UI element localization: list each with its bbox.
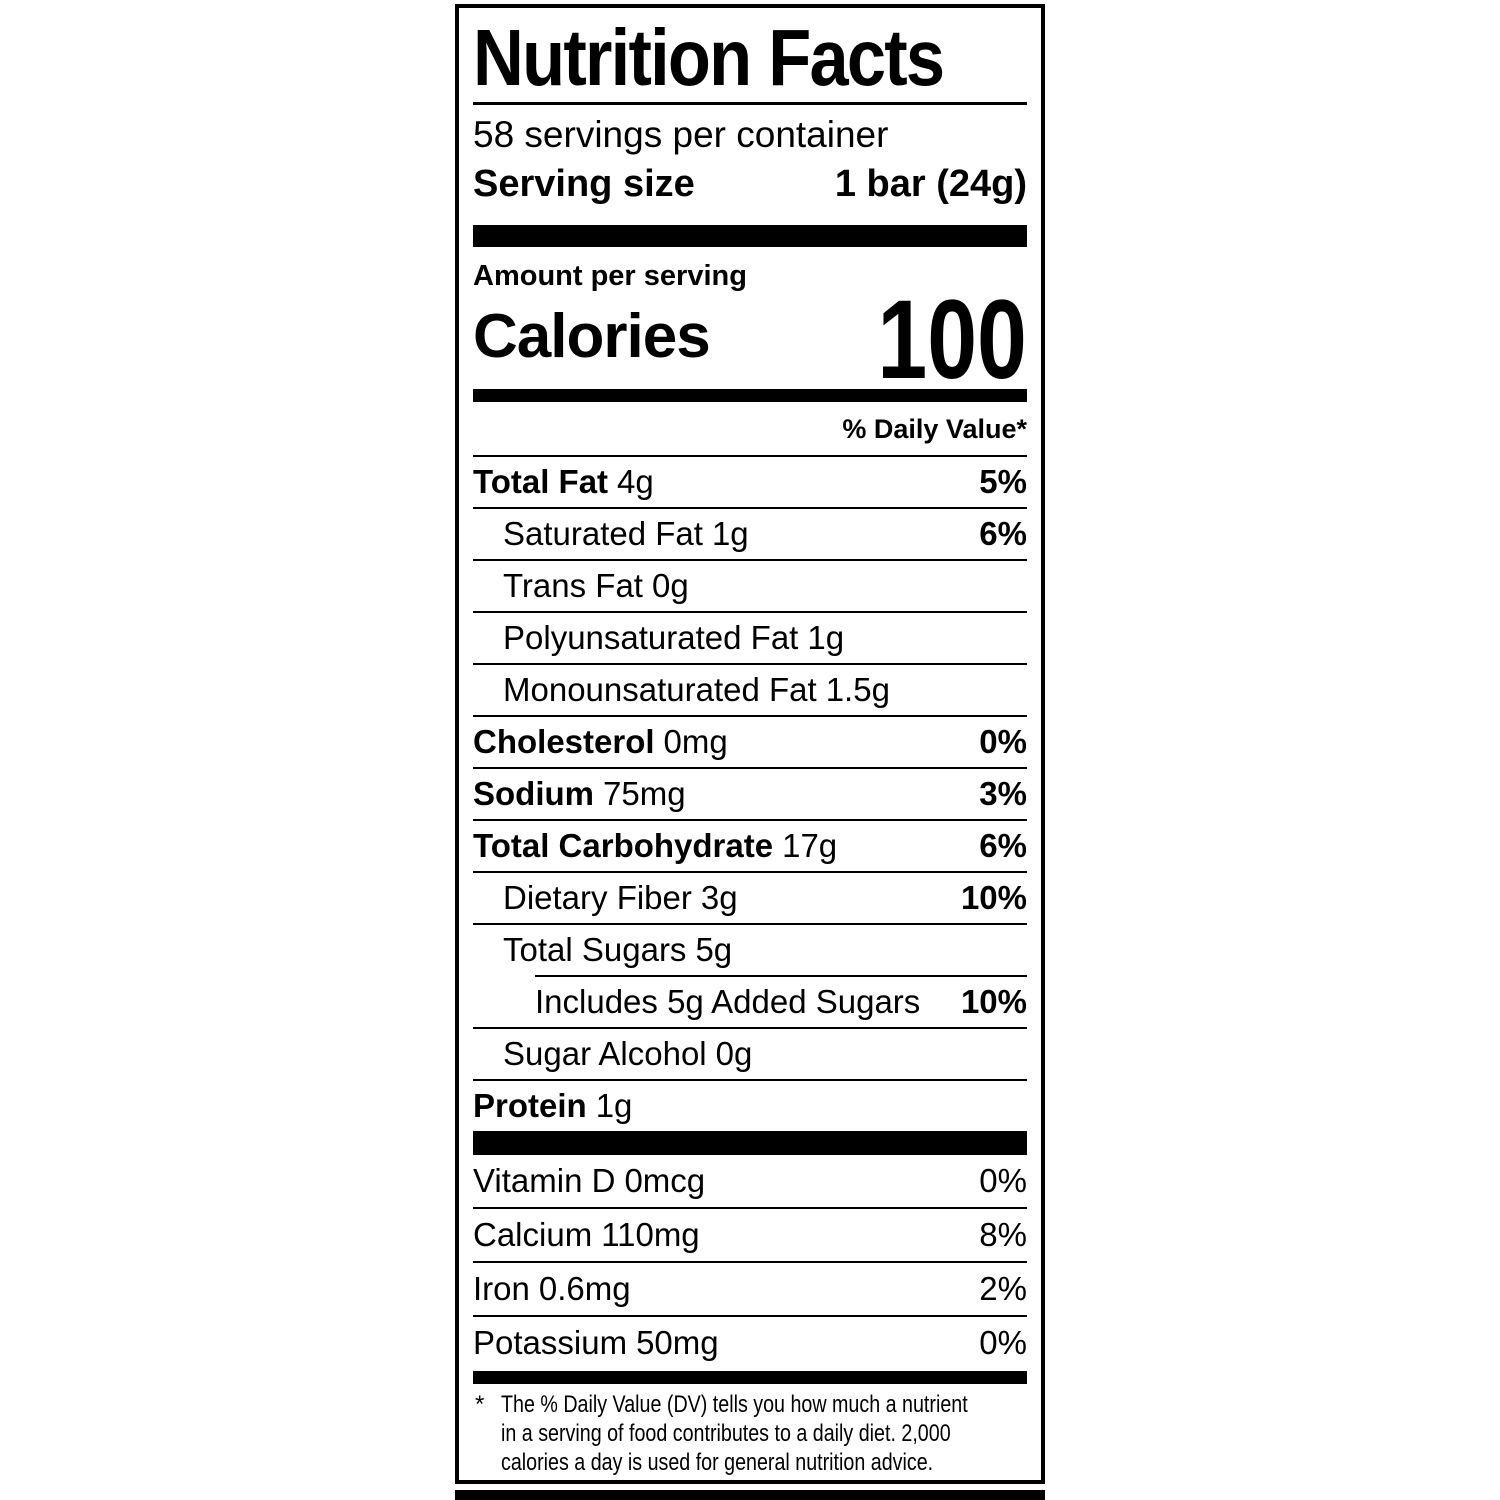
servings-per-container: 58 servings per container	[473, 114, 889, 155]
vitamin-row-vitamin-d: Vitamin D 0mcg 0%	[473, 1155, 1027, 1207]
vitamin-row-potassium: Potassium 50mg 0%	[473, 1315, 1027, 1369]
vitamin-amount: 0.6mg	[538, 1270, 631, 1307]
vitamin-dv: 2%	[979, 1270, 1027, 1307]
nutrient-row-sugar-alcohol: Sugar Alcohol 0g	[473, 1027, 1027, 1079]
nutrient-amount: 1g	[711, 515, 749, 552]
nutrient-row-dietary-fiber: Dietary Fiber 3g 10%	[473, 871, 1027, 923]
footnote-marker: *	[475, 1391, 485, 1418]
serving-size-value: 1 bar (24g)	[834, 163, 1027, 205]
nutrient-dv: 6%	[979, 827, 1027, 864]
vitamin-amount: 110mg	[601, 1216, 700, 1253]
nutrient-name: Includes 5g Added Sugars	[535, 983, 921, 1020]
nutrient-name: Dietary Fiber	[503, 879, 692, 916]
nutrient-name: Protein	[473, 1087, 587, 1124]
vitamin-name: Calcium	[473, 1216, 593, 1253]
vitamin-name: Iron	[473, 1270, 530, 1307]
nutrient-row-cholesterol: Cholesterol 0mg 0%	[473, 715, 1027, 767]
footnote-line-2: in a serving of food contributes to a da…	[501, 1420, 951, 1447]
nutrient-row-monounsaturated-fat: Monounsaturated Fat 1.5g	[473, 663, 1027, 715]
nutrient-amount: 0g	[651, 567, 689, 604]
package-edge-band	[455, 1490, 1045, 1500]
nutrient-name: Total Fat	[473, 463, 609, 500]
footnote-line-1: The % Daily Value (DV) tells you how muc…	[501, 1391, 968, 1418]
nutrient-row-total-sugars: Total Sugars 5g	[473, 923, 1027, 975]
serving-size-row: Serving size 1 bar (24g)	[473, 161, 1027, 207]
nutrient-amount: 1.5g	[825, 671, 890, 708]
nutrient-dv: 10%	[960, 879, 1027, 916]
nutrient-name: Sodium	[473, 775, 594, 812]
nutrient-name: Sugar Alcohol	[503, 1035, 707, 1072]
nutrient-amount: 1g	[595, 1087, 633, 1124]
nutrient-name: Saturated Fat	[503, 515, 703, 552]
nutrient-amount: 4g	[617, 463, 654, 500]
calories-label: Calories	[473, 302, 711, 371]
nutrition-facts-label: Nutrition Facts 58 servings per containe…	[455, 4, 1045, 1484]
vitamin-name: Vitamin D	[473, 1162, 616, 1199]
nutrient-row-total-carbohydrate: Total Carbohydrate 17g 6%	[473, 819, 1027, 871]
nutrient-name: Monounsaturated Fat	[503, 671, 817, 708]
nutrient-name: Total Sugars	[503, 931, 687, 968]
calories-row: Calories 100	[473, 277, 1028, 402]
calories-value: 100	[877, 277, 1028, 402]
nutrient-name: Total Carbohydrate	[473, 827, 774, 864]
nutrient-rows: Total Fat 4g 5% Saturated Fat 1g 6% Trans …	[473, 455, 1027, 1131]
nutrient-amount: 5g	[695, 931, 733, 968]
thick-divider-bar	[473, 225, 1027, 247]
vitamin-rows: Vitamin D 0mcg 0% Calcium 110mg 8% Iron 0.6…	[473, 1155, 1027, 1369]
vitamin-amount: 0mcg	[624, 1162, 706, 1199]
nutrient-name: Trans Fat	[503, 567, 643, 604]
footnote-line-3: calories a day is used for general nutri…	[501, 1449, 934, 1476]
nutrient-amount: 75mg	[603, 775, 686, 812]
light-divider-bar	[473, 1371, 1027, 1384]
vitamin-row-iron: Iron 0.6mg 2%	[473, 1261, 1027, 1315]
serving-size-label: Serving size	[473, 163, 695, 205]
footnote-text: The % Daily Value (DV) tells you how muc…	[501, 1390, 1041, 1477]
nutrient-dv: 6%	[979, 515, 1027, 552]
label-title: Nutrition Facts	[473, 13, 945, 102]
heavy-divider-bar	[473, 1131, 1027, 1155]
vitamin-dv: 0%	[979, 1324, 1027, 1361]
nutrient-dv: 10%	[960, 983, 1027, 1020]
nutrient-name: Cholesterol	[473, 723, 655, 760]
nutrient-row-sodium: Sodium 75mg 3%	[473, 767, 1027, 819]
medium-divider-bar	[473, 389, 1027, 402]
nutrient-row-protein: Protein 1g	[473, 1079, 1027, 1131]
nutrient-row-saturated-fat: Saturated Fat 1g 6%	[473, 507, 1027, 559]
nutrient-row-added-sugars: Includes 5g Added Sugars 10%	[473, 975, 1027, 1027]
daily-value-header: % Daily Value*	[842, 414, 1027, 444]
nutrient-dv: 3%	[979, 775, 1027, 812]
vitamin-dv: 0%	[979, 1162, 1027, 1199]
nutrient-amount: 0g	[715, 1035, 753, 1072]
vitamin-row-calcium: Calcium 110mg 8%	[473, 1207, 1027, 1261]
title-rule	[473, 102, 1027, 105]
vitamin-name: Potassium	[473, 1324, 628, 1361]
nutrient-amount: 3g	[700, 879, 738, 916]
amount-per-serving-label: Amount per serving	[473, 260, 747, 292]
vitamin-amount: 50mg	[636, 1324, 719, 1361]
nutrient-row-total-fat: Total Fat 4g 5%	[473, 455, 1027, 507]
nutrient-amount: 1g	[807, 619, 845, 656]
nutrient-row-polyunsaturated-fat: Polyunsaturated Fat 1g	[473, 611, 1027, 663]
nutrient-row-trans-fat: Trans Fat 0g	[473, 559, 1027, 611]
nutrient-amount: 0mg	[663, 723, 728, 760]
footnote: * The % Daily Value (DV) tells you how m…	[473, 1390, 1027, 1477]
nutrient-amount: 17g	[782, 827, 838, 864]
nutrient-dv: 5%	[979, 463, 1027, 500]
nutrient-dv: 0%	[979, 723, 1027, 760]
nutrient-name: Polyunsaturated Fat	[503, 619, 799, 656]
vitamin-dv: 8%	[979, 1216, 1027, 1253]
